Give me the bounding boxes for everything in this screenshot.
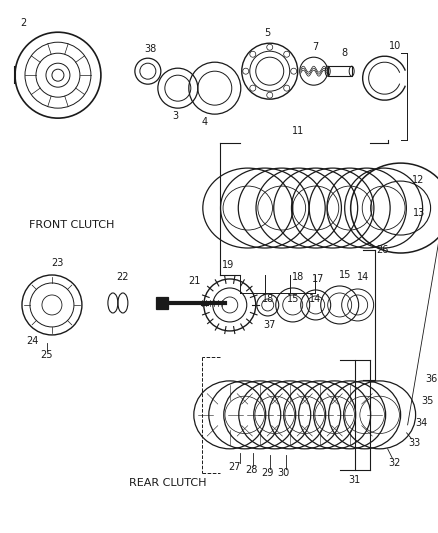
Text: 13: 13 xyxy=(413,208,425,218)
Text: 29: 29 xyxy=(261,468,274,478)
Bar xyxy=(328,66,352,76)
Text: 14: 14 xyxy=(309,294,321,304)
Text: 5: 5 xyxy=(265,28,271,38)
Text: 26: 26 xyxy=(376,245,389,255)
Text: 24: 24 xyxy=(26,336,38,346)
Text: 30: 30 xyxy=(278,468,290,478)
Text: 7: 7 xyxy=(313,42,319,52)
Text: 23: 23 xyxy=(51,258,63,268)
Bar xyxy=(156,297,168,309)
Text: 15: 15 xyxy=(339,270,351,280)
Text: 14: 14 xyxy=(357,272,369,282)
Text: 19: 19 xyxy=(222,260,234,270)
Text: REAR CLUTCH: REAR CLUTCH xyxy=(129,478,207,488)
Text: 2: 2 xyxy=(20,18,26,28)
Text: 28: 28 xyxy=(246,465,258,475)
Text: 32: 32 xyxy=(389,458,401,468)
Text: 15: 15 xyxy=(286,294,299,304)
Text: 22: 22 xyxy=(117,272,129,282)
Text: 33: 33 xyxy=(409,438,421,448)
Text: 37: 37 xyxy=(264,320,276,330)
Text: 34: 34 xyxy=(416,418,428,428)
Text: 21: 21 xyxy=(189,276,201,286)
Text: 35: 35 xyxy=(421,396,434,406)
Text: 11: 11 xyxy=(292,126,304,136)
Text: 12: 12 xyxy=(413,175,425,185)
Text: 4: 4 xyxy=(202,117,208,127)
Text: 36: 36 xyxy=(425,374,438,384)
Text: 18: 18 xyxy=(261,294,274,304)
Text: 27: 27 xyxy=(229,462,241,472)
Text: 38: 38 xyxy=(145,44,157,54)
Text: 8: 8 xyxy=(342,48,348,58)
Text: 3: 3 xyxy=(173,111,179,121)
Text: 31: 31 xyxy=(349,475,361,485)
Text: 18: 18 xyxy=(292,272,304,282)
Text: FRONT CLUTCH: FRONT CLUTCH xyxy=(29,220,115,230)
Text: 25: 25 xyxy=(41,350,53,360)
Text: 17: 17 xyxy=(311,274,324,284)
Text: 10: 10 xyxy=(389,41,401,51)
